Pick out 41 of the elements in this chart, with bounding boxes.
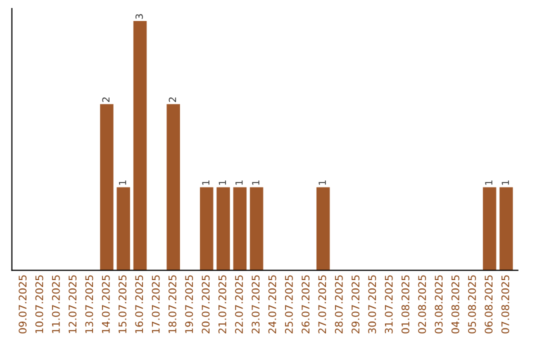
data-label: 2: [168, 97, 176, 102]
x-tick-label: 13.07.2025: [85, 275, 94, 333]
data-label: 1: [236, 180, 243, 185]
x-tick-label: 04.08.2025: [451, 275, 460, 334]
x-tick-label: 19.07.2025: [185, 275, 193, 333]
x-tick-label: 05.08.2025: [468, 275, 476, 334]
x-tick-label: 22.07.2025: [235, 275, 243, 334]
x-tick-label: 29.07.2025: [352, 275, 360, 334]
x-tick-label: 27.07.2025: [318, 275, 326, 334]
x-tick-label: 31.07.2025: [384, 275, 393, 334]
x-tick-label: 18.07.2025: [168, 275, 176, 333]
x-tick-label: 10.07.2025: [35, 275, 44, 333]
x-tick-label: 02.08.2025: [418, 275, 426, 334]
x-tick-label: 06.08.2025: [484, 275, 493, 334]
data-label: 3: [136, 14, 143, 19]
x-tick-label: 30.07.2025: [368, 275, 376, 334]
x-tick-label: 16.07.2025: [135, 275, 144, 333]
data-label: 1: [202, 180, 210, 185]
data-label: 2: [102, 97, 110, 102]
x-tick-label: 12.07.2025: [68, 275, 76, 333]
x-tick-label: 15.07.2025: [118, 275, 126, 333]
data-label: 1: [318, 180, 326, 185]
x-tick-label: 11.07.2025: [52, 275, 60, 333]
x-tick-label: 03.08.2025: [434, 275, 443, 334]
x-tick-label: 07.08.2025: [501, 275, 510, 334]
x-tick-label: 26.07.2025: [302, 275, 310, 334]
x-tick-label: 14.07.2025: [102, 275, 110, 333]
x-tick-label: 09.07.2025: [18, 275, 27, 334]
x-tick-label: 28.07.2025: [334, 275, 343, 334]
data-label: 1: [218, 180, 226, 185]
x-tick-label: 25.07.2025: [284, 275, 293, 334]
data-label: 1: [118, 180, 126, 185]
x-tick-label: 20.07.2025: [202, 275, 210, 334]
data-label: 1: [502, 180, 509, 185]
data-label: 1: [252, 180, 260, 185]
x-tick-label: 24.07.2025: [268, 275, 276, 334]
x-tick-label: 17.07.2025: [152, 275, 160, 333]
data-label: 1: [485, 180, 492, 185]
x-tick-label: 23.07.2025: [252, 275, 260, 334]
x-tick-label: 21.07.2025: [218, 275, 226, 334]
x-tick-label: 01.08.2025: [401, 275, 410, 334]
